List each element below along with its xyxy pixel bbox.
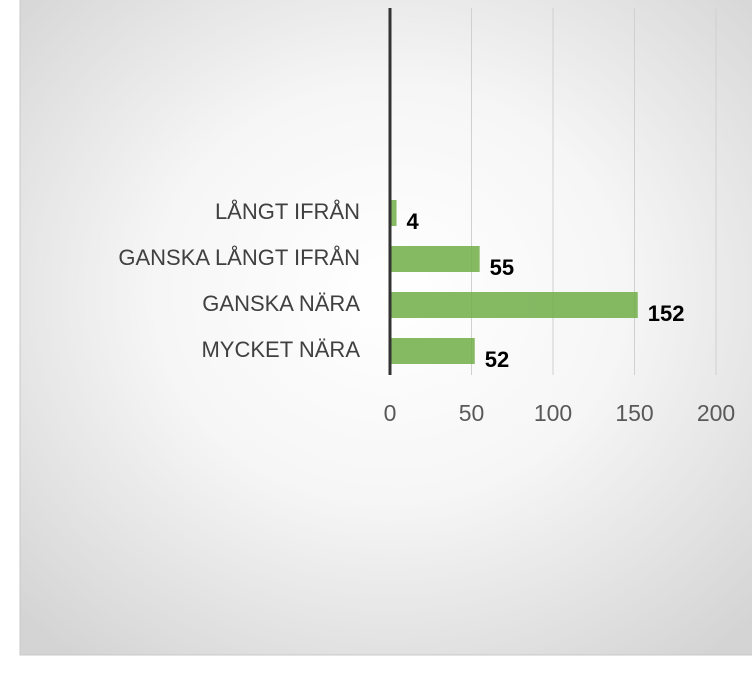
bar (390, 292, 638, 318)
data-label: 55 (490, 255, 514, 280)
y-tick-label: GANSKA LÅNGT IFRÅN (118, 245, 360, 270)
y-tick-label: LÅNGT IFRÅN (215, 199, 360, 224)
y-tick-label: GANSKA NÄRA (202, 291, 360, 316)
y-tick-label: MYCKET NÄRA (201, 337, 360, 362)
data-label: 152 (648, 301, 685, 326)
chart-area (19, 0, 752, 656)
x-tick-label: 50 (459, 400, 485, 426)
bar (390, 338, 475, 364)
bar (390, 200, 397, 226)
x-tick-label: 100 (534, 400, 572, 426)
bar (390, 246, 480, 272)
data-label: 4 (407, 209, 420, 234)
x-tick-label: 200 (697, 400, 735, 426)
data-label: 52 (485, 347, 509, 372)
x-tick-label: 0 (384, 400, 397, 426)
x-tick-label: 150 (615, 400, 653, 426)
